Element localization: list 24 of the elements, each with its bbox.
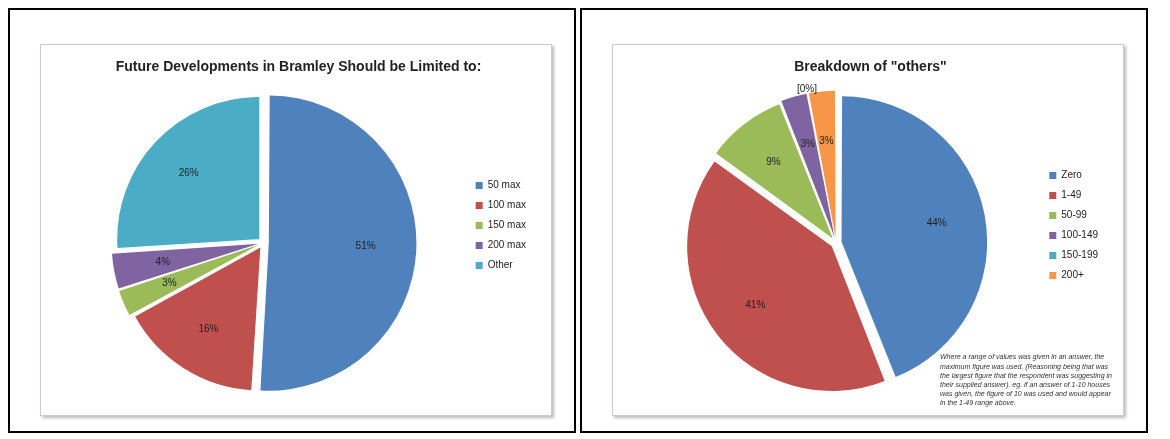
data-label: 44% [926,217,947,229]
data-label: 41% [745,299,766,311]
legend-label: 150-199 [1061,249,1099,261]
legend-label: 200+ [1061,269,1084,281]
data-label: 4% [155,255,171,267]
data-label: 3% [162,277,177,289]
legend-label: 1-49 [1061,189,1082,201]
legend-label: 200 max [487,239,526,251]
data-label: 3% [800,138,815,150]
text: [0%] [796,83,817,95]
chart-title: Breakdown of "others" [794,58,947,75]
legend-label: 100-149 [1061,229,1099,241]
data-label: 9% [766,155,781,167]
legend-label: 50 max [487,179,521,191]
legend-label: Other [487,259,514,271]
data-label: 3% [819,134,834,146]
legend-label: 100 max [487,199,526,211]
data-label: 26% [178,166,199,178]
data-label: 16% [198,323,219,335]
legend-label: 50-99 [1061,209,1088,221]
data-label: 51% [355,239,376,251]
chart-title: Future Developments in Bramley Should be Limited to: [115,58,482,75]
legend-label: Zero [1061,169,1083,181]
legend-label: 150 max [487,219,526,231]
